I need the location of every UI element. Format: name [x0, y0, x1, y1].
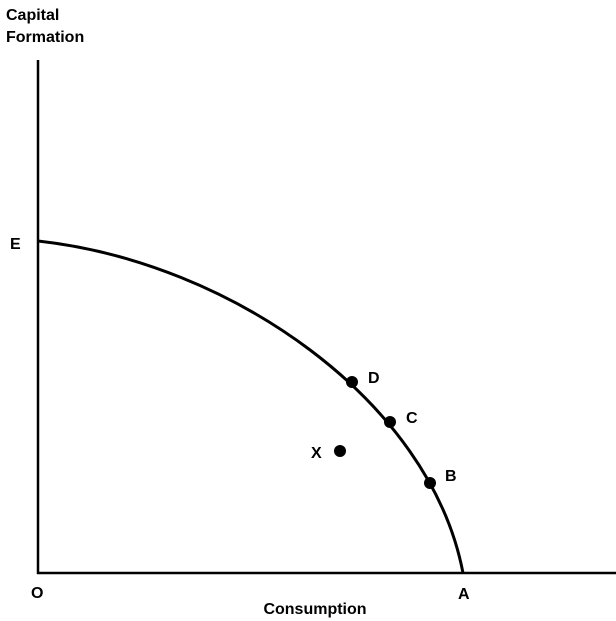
- point: [346, 376, 358, 388]
- point-label: D: [368, 370, 380, 387]
- point: [384, 416, 396, 428]
- point-label: E: [10, 236, 21, 253]
- y-axis-label-line: Capital: [6, 7, 59, 24]
- x-axis-label: Consumption: [263, 601, 366, 618]
- point-label: B: [445, 468, 457, 485]
- point: [334, 445, 346, 457]
- point: [424, 477, 436, 489]
- origin-label: O: [31, 585, 43, 602]
- point-label: A: [458, 586, 470, 603]
- point-label: X: [311, 445, 322, 462]
- y-axis-label-line: Formation: [6, 29, 84, 46]
- frontier-curve: [37, 239, 465, 574]
- point-label: C: [406, 410, 418, 427]
